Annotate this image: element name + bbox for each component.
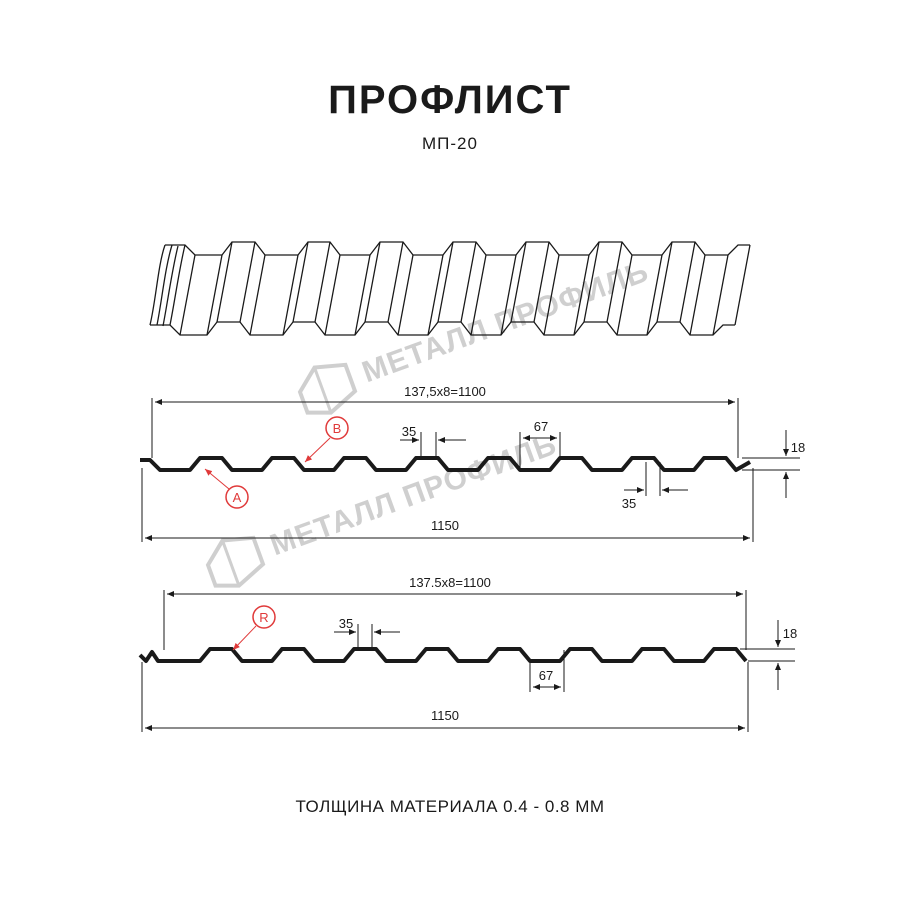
marker-a: A	[204, 468, 249, 509]
profile-a: 137,5x8=1100 1150 35 67 35 18	[140, 384, 805, 542]
watermark-bottom: МЕТАЛЛ ПРОФИЛЬ	[205, 428, 561, 588]
profile-b-height-label: 18	[783, 626, 797, 641]
profile-a-35-bottom-label: 35	[622, 496, 636, 511]
profile-b-pitch-label: 137.5x8=1100	[409, 575, 491, 590]
logo-icon	[205, 535, 266, 588]
marker-r: R	[232, 605, 276, 651]
profile-a-shape	[140, 456, 751, 472]
material-thickness-note: ТОЛЩИНА МАТЕРИАЛА 0.4 - 0.8 ММ	[295, 797, 605, 816]
profile-a-67-label: 67	[534, 419, 548, 434]
page-subtitle: МП-20	[422, 134, 478, 153]
page-title: ПРОФЛИСТ	[328, 78, 572, 122]
profile-a-35-top-label: 35	[402, 424, 416, 439]
watermark-text: МЕТАЛЛ ПРОФИЛЬ	[358, 255, 653, 389]
profile-b-shape	[138, 647, 748, 663]
sheet-3d-illustration	[149, 241, 751, 336]
marker-a-label: A	[233, 490, 242, 505]
profile-b: 137.5x8=1100 1150 35 67 18 R	[138, 575, 797, 732]
profile-b-67-label: 67	[539, 668, 553, 683]
marker-b-label: B	[333, 421, 342, 436]
profile-b-total-width-label: 1150	[431, 708, 459, 723]
watermark-text: МЕТАЛЛ ПРОФИЛЬ	[266, 428, 561, 562]
logo-icon	[297, 362, 358, 415]
profile-a-total-width-label: 1150	[431, 518, 459, 533]
marker-r-label: R	[259, 610, 268, 625]
profile-a-pitch-label: 137,5x8=1100	[404, 384, 486, 399]
profile-b-35-label: 35	[339, 616, 353, 631]
profile-a-height-label: 18	[791, 440, 805, 455]
marker-b: B	[304, 416, 349, 463]
